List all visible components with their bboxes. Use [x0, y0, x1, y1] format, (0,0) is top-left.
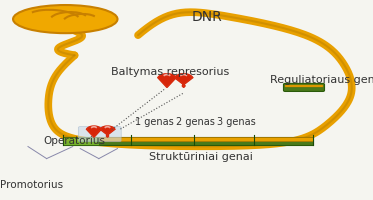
- Bar: [63, 137, 99, 145]
- Text: Baltymas represorius: Baltymas represorius: [110, 67, 229, 77]
- Ellipse shape: [13, 6, 117, 34]
- Polygon shape: [158, 74, 176, 88]
- Text: Reguliatoriaus genas: Reguliatoriaus genas: [270, 75, 373, 85]
- Polygon shape: [175, 74, 193, 88]
- Polygon shape: [158, 74, 176, 88]
- FancyBboxPatch shape: [78, 127, 121, 142]
- Text: 2 genas: 2 genas: [176, 116, 215, 126]
- Bar: [63, 138, 313, 141]
- Text: 1 genas: 1 genas: [135, 116, 174, 126]
- Text: Operatorius: Operatorius: [44, 135, 106, 145]
- Text: 3 genas: 3 genas: [217, 116, 256, 126]
- Text: Struktūriniai genai: Struktūriniai genai: [150, 151, 253, 161]
- Polygon shape: [100, 126, 115, 138]
- Polygon shape: [87, 126, 101, 138]
- Text: DNR: DNR: [192, 10, 222, 24]
- Polygon shape: [87, 126, 101, 138]
- FancyBboxPatch shape: [283, 84, 325, 92]
- Polygon shape: [175, 74, 193, 88]
- Bar: [63, 137, 313, 145]
- Bar: [285, 85, 323, 88]
- Polygon shape: [100, 126, 115, 138]
- Text: Promotorius: Promotorius: [0, 179, 63, 189]
